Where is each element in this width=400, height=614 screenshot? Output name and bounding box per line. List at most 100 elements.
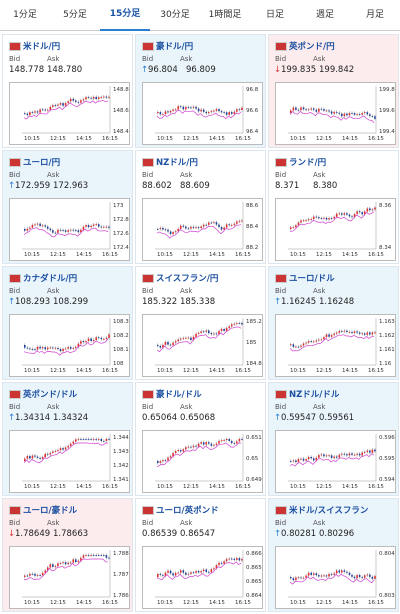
candle-body	[300, 220, 302, 223]
candle-body	[90, 338, 92, 342]
candle-body	[374, 576, 376, 579]
pair-name[interactable]: ユーロ/豪ドル	[23, 506, 78, 516]
candle-body	[46, 347, 49, 350]
rate-card[interactable]: ランド/円 Bid Ask 8.371 8.380 8.36 8.34 10:15 12:15 1…	[268, 150, 399, 264]
x-tick-label: 14:15	[76, 600, 92, 606]
pair-name[interactable]: 豪ドル/円	[156, 42, 194, 52]
candle-body	[330, 218, 333, 219]
x-tick-label: 10:15	[24, 600, 40, 606]
tab[interactable]: 15分足	[100, 0, 150, 31]
candle-body	[320, 339, 323, 341]
candle-body	[80, 557, 82, 561]
candle-body	[172, 452, 174, 457]
y-tick-label: 1.161	[379, 347, 395, 353]
candle-body	[108, 557, 110, 559]
bid-label: Bid	[9, 55, 21, 63]
pair-name[interactable]: NZドル/円	[156, 158, 198, 168]
rate-card[interactable]: 豪ドル/円 Bid Ask ↑ 96.804 96.809 96.8 96.6 96.4 10:1…	[135, 34, 266, 148]
rate-card[interactable]: スイスフラン/円 Bid Ask 185.322 185.338 185.2 185 184.…	[135, 266, 266, 380]
candle-body	[185, 572, 187, 575]
pair-name[interactable]: ユーロ/ドル	[289, 274, 335, 284]
pair-name[interactable]: 米ドル/スイスフラン	[289, 506, 369, 516]
bid-label: Bid	[275, 519, 287, 527]
candle-body	[333, 216, 335, 219]
chart-svg: 1.163 1.162 1.161 1.16 10:15 12:15 14:15 16:15	[288, 318, 395, 374]
pair-name[interactable]: ランド/円	[289, 158, 327, 168]
candle-body	[185, 226, 187, 229]
candle-body	[174, 451, 177, 453]
candle-body	[108, 439, 110, 440]
pair-name[interactable]: 米ドル/円	[23, 42, 61, 52]
candle-body	[290, 344, 292, 346]
y-tick-label: 172.6	[113, 231, 129, 237]
candle-body	[297, 577, 300, 579]
rate-card[interactable]: 米ドル/スイスフラン Bid Ask ↑ 0.80281 0.80296 0.804 0.80…	[268, 498, 399, 612]
tab[interactable]: 日足	[265, 9, 284, 20]
rate-card[interactable]: ユーロ/ドル Bid Ask ↑ 1.16245 1.16248 1.163 1.162 1.1…	[268, 266, 399, 380]
candle-body	[97, 337, 100, 339]
candle-body	[54, 105, 57, 107]
x-tick-label: 12:15	[316, 368, 332, 374]
pair-name[interactable]: ユーロ/円	[23, 158, 61, 168]
candle-body	[92, 340, 95, 342]
rate-card[interactable]: 米ドル/円 Bid Ask 148.778 148.780 148.8 148.6 148.4…	[2, 34, 133, 148]
candle-body	[69, 229, 72, 231]
tab[interactable]: 月足	[365, 9, 384, 20]
candle-body	[95, 224, 97, 225]
y-tick-label: 199.8	[379, 87, 395, 93]
y-tick-label: 173	[113, 203, 124, 209]
rate-card[interactable]: 英ポンド/ドル Bid Ask ↑ 1.34314 1.34324 1.344 1.343 1.…	[2, 382, 133, 496]
candle-body	[85, 340, 87, 343]
mini-chart: 148.8 148.6 148.4 10:15 12:15 14:15 16:15	[9, 82, 130, 145]
candle-body	[159, 573, 162, 575]
candle-body	[228, 439, 230, 441]
pair-name[interactable]: 英ポンド/ドル	[23, 390, 78, 400]
candle-body	[341, 453, 343, 455]
tab[interactable]: 30分足	[160, 9, 190, 20]
pair-name[interactable]: スイスフラン/円	[156, 274, 219, 284]
tab[interactable]: 週足	[315, 9, 334, 20]
bid-value: 1.34314	[15, 413, 51, 423]
candle-body	[348, 453, 351, 456]
tab[interactable]: 5分足	[63, 9, 87, 20]
candle-body	[307, 341, 310, 343]
candle-body	[169, 231, 172, 235]
candle-body	[366, 450, 369, 453]
bid-value: 199.835	[281, 65, 317, 75]
rate-card[interactable]: 豪ドル/ドル Bid Ask 0.65064 0.65068 0.651 0.65 0.649…	[135, 382, 266, 496]
candle-body	[179, 106, 182, 108]
rate-card[interactable]: 英ポンド/円 Bid Ask ↓ 199.835 199.842 199.8 199.6 199…	[268, 34, 399, 148]
candle-body	[312, 341, 315, 343]
rate-card[interactable]: NZドル/円 Bid Ask 88.602 88.609 88.6 88.4 88.2 10:1…	[135, 150, 266, 264]
candle-body	[77, 560, 80, 563]
candle-body	[80, 439, 82, 440]
candle-body	[230, 112, 233, 114]
candle-body	[323, 217, 325, 219]
candle-body	[369, 208, 371, 211]
pair-name[interactable]: カナダドル/円	[23, 274, 78, 284]
pair-name[interactable]: NZドル/ドル	[289, 390, 340, 400]
x-tick-label: 16:15	[368, 136, 384, 142]
y-tick-label: 1.16	[379, 361, 392, 367]
pair-name[interactable]: 豪ドル/ドル	[156, 390, 202, 400]
candle-body	[46, 567, 49, 571]
rate-card[interactable]: ユーロ/円 Bid Ask ↑ 172.959 172.963 173 172.8 172.6 1…	[2, 150, 133, 264]
candle-body	[82, 555, 85, 558]
rate-card[interactable]: カナダドル/円 Bid Ask ↑ 108.293 108.299 108.3 108.2 10…	[2, 266, 133, 380]
candle-body	[59, 448, 62, 451]
rate-card[interactable]: ユーロ/豪ドル Bid Ask ↓ 1.78649 1.78663 1.788 1.787 1.…	[2, 498, 133, 612]
candle-body	[52, 105, 54, 107]
pair-name[interactable]: ユーロ/英ポンド	[156, 506, 219, 516]
candle-body	[179, 225, 182, 229]
tab[interactable]: 1時間足	[208, 9, 242, 20]
rate-card[interactable]: NZドル/ドル Bid Ask ↑ 0.59547 0.59561 0.596 0.595 0.…	[268, 382, 399, 496]
moving-average	[156, 224, 242, 239]
ask-value: 88.609	[180, 181, 210, 191]
bid-label: Bid	[9, 519, 21, 527]
tab[interactable]: 1分足	[13, 9, 37, 20]
candle-body	[179, 338, 182, 340]
candle-body	[310, 219, 312, 220]
rate-card[interactable]: ユーロ/英ポンドBidAsk0.865390.865470.8660.86550…	[135, 498, 266, 612]
pair-name[interactable]: 英ポンド/円	[289, 42, 335, 52]
candle-body	[295, 225, 297, 228]
